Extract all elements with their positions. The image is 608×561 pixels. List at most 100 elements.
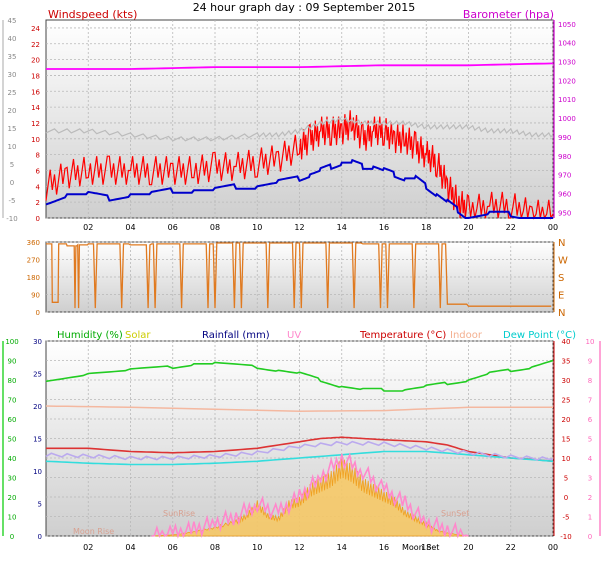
humidity-outer-tick-label: 20 (8, 494, 17, 502)
uv-tick-label: 10 (586, 338, 595, 346)
barometer-tick-label: 950 (558, 209, 571, 217)
rain-tick-label: 15 (33, 436, 42, 444)
x-tick-label: 12 (294, 543, 304, 552)
compass-label: S (558, 273, 564, 284)
barometer-tick-label: 1000 (558, 115, 576, 123)
temperature-tick-label: 0 (564, 494, 568, 502)
series-indoor (45, 405, 553, 412)
x-tick-label: 18 (421, 223, 431, 232)
uv-tick-label: 6 (588, 416, 593, 424)
legend-3: UV (287, 330, 301, 341)
barometer-tick-label: 970 (558, 172, 571, 180)
x-tick-label: 00 (548, 543, 558, 552)
series-gust-trace (45, 116, 554, 142)
rain-tick-label: 10 (33, 468, 42, 476)
wind-outer-tick-label: -5 (9, 197, 16, 205)
barometer-tick-label: 990 (558, 134, 571, 142)
windspeed-tick-label: 22 (31, 41, 40, 49)
windspeed-legend: Windspeed (kts) (48, 8, 137, 21)
direction-tick-label: 0 (36, 309, 40, 317)
x-tick-label: 16 (379, 223, 389, 232)
series-windspeed (45, 110, 554, 221)
wind-outer-tick-label: 30 (8, 71, 17, 79)
direction-tick-label: 90 (31, 292, 40, 300)
barometer-legend: Barometer (hpa) (463, 8, 554, 21)
x-tick-label: 04 (125, 543, 135, 552)
rain-tick-label: 30 (33, 338, 42, 346)
chart-title: 24 hour graph day : 09 September 2015 (192, 1, 416, 14)
x-tick-label: 18 (421, 543, 431, 552)
uv-tick-label: 3 (588, 475, 592, 483)
wind-outer-tick-label: 40 (8, 35, 17, 43)
series-dew-point (45, 450, 554, 466)
x-tick-label: 14 (337, 543, 347, 552)
compass-label: E (558, 291, 564, 302)
series-wind-chill (45, 440, 554, 461)
series-wind-direction (46, 242, 552, 309)
x-tick-label: 04 (125, 223, 135, 232)
x-tick-label: 20 (463, 543, 473, 552)
humidity-outer-tick-label: 0 (10, 533, 14, 541)
humidity-outer-tick-label: 10 (8, 514, 17, 522)
temperature-tick-label: 5 (564, 475, 568, 483)
series-barometer (46, 62, 554, 70)
windspeed-tick-label: 20 (31, 57, 40, 65)
uv-tick-label: 5 (588, 436, 592, 444)
temperature-tick-label: 15 (562, 436, 571, 444)
legend-4: Temperature (°C) (359, 330, 446, 341)
temperature-tick-label: 25 (562, 397, 571, 405)
windspeed-tick-label: 2 (36, 199, 40, 207)
humidity-outer-tick-label: 90 (8, 358, 17, 366)
humidity-outer-tick-label: 80 (8, 377, 17, 385)
wind-outer-tick-label: 0 (10, 179, 14, 187)
wind-outer-tick-label: 45 (8, 17, 17, 25)
uv-tick-label: 4 (588, 455, 593, 463)
temperature-tick-label: -5 (563, 514, 570, 522)
windspeed-tick-label: 10 (31, 136, 40, 144)
x-tick-label: 02 (83, 223, 93, 232)
x-tick-label: 10 (252, 223, 262, 232)
wind-outer-tick-label: 35 (8, 53, 17, 61)
barometer-tick-label: 1040 (558, 40, 576, 48)
windspeed-tick-label: 12 (31, 120, 40, 128)
wind-outer-tick-label: 15 (8, 125, 17, 133)
wind-outer-tick-label: 25 (8, 89, 17, 97)
humidity-outer-tick-label: 30 (8, 475, 17, 483)
x-tick-label: 22 (506, 543, 516, 552)
windspeed-tick-label: 4 (36, 183, 41, 191)
windspeed-tick-label: 14 (31, 104, 40, 112)
x-tick-label: 08 (210, 543, 220, 552)
legend-1: Solar (125, 330, 151, 341)
temperature-tick-label: 35 (562, 358, 571, 366)
legend-6: Dew Point (°C) (503, 330, 576, 341)
x-tick-label: 12 (294, 223, 304, 232)
series-uv (151, 452, 469, 539)
moon-rise-annotation: Moon Rise (73, 527, 114, 536)
humidity-outer-tick-label: 50 (8, 436, 17, 444)
compass-label: N (558, 308, 565, 319)
uv-tick-label: 1 (588, 514, 592, 522)
x-tick-label: 00 (548, 223, 558, 232)
uv-tick-label: 9 (588, 358, 592, 366)
compass-label: W (558, 256, 568, 267)
series-wind-average (45, 158, 553, 219)
windspeed-tick-label: 0 (36, 215, 40, 223)
uv-tick-label: 2 (588, 494, 592, 502)
x-tick-label: 20 (463, 223, 473, 232)
x-tick-label: 02 (83, 543, 93, 552)
barometer-tick-label: 1020 (558, 77, 576, 85)
legend-2: Rainfall (mm) (202, 330, 270, 341)
x-tick-label: 06 (168, 223, 178, 232)
x-tick-label: 14 (337, 223, 347, 232)
direction-tick-label: 180 (27, 274, 40, 282)
x-tick-label: 06 (168, 543, 178, 552)
legend-5: Indoor (450, 330, 483, 341)
windspeed-tick-label: 16 (31, 88, 40, 96)
direction-tick-label: 360 (27, 239, 40, 247)
sunset-annotation: SunSet (441, 509, 469, 518)
x-tick-label: 22 (506, 223, 516, 232)
x-tick-label: 08 (210, 223, 220, 232)
direction-tick-label: 270 (27, 257, 40, 265)
temperature-tick-label: -10 (560, 533, 571, 541)
barometer-tick-label: 1050 (558, 21, 576, 29)
